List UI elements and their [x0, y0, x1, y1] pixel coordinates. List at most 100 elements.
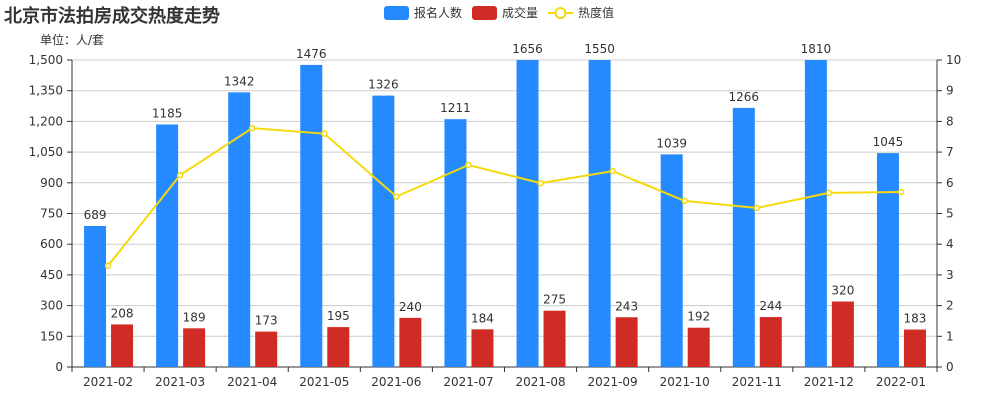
legend-item-heat[interactable]: 热度值 [548, 4, 614, 21]
legend-item-deals[interactable]: 成交量 [472, 4, 538, 21]
y-tick-label-right: 4 [946, 237, 954, 251]
y-tick-label-right: 6 [946, 176, 954, 190]
y-tick-label-right: 0 [946, 360, 954, 374]
heat-point [248, 124, 256, 132]
heat-point [465, 161, 472, 169]
y-tick-label-right: 9 [946, 84, 954, 98]
heat-point [393, 193, 400, 200]
bar-deals [471, 329, 494, 367]
data-label: 320 [831, 284, 854, 298]
y-tick-label-left: 450 [40, 268, 63, 282]
x-tick-label: 2021-07 [443, 375, 493, 389]
legend-label: 成交量 [502, 6, 539, 20]
x-tick-label: 2022-01 [876, 375, 926, 389]
y-tick-label-right: 3 [946, 268, 954, 282]
bar-signups [84, 225, 107, 367]
bar-signups [228, 92, 251, 367]
y-axis-unit-label: 单位：人/套 [40, 33, 105, 47]
data-label: 1045 [873, 135, 904, 149]
bar-signups [660, 154, 683, 367]
heat-point [681, 197, 688, 205]
data-label: 689 [84, 208, 107, 222]
heat-point [176, 171, 184, 179]
data-label: 184 [471, 311, 494, 325]
data-label: 244 [759, 299, 782, 313]
legend-label: 报名人数 [414, 6, 463, 20]
x-tick-label: 2021-03 [155, 375, 205, 389]
bar-signups [444, 119, 467, 367]
data-label: 1656 [512, 42, 543, 56]
bar-deals [255, 331, 278, 367]
data-label: 189 [183, 310, 206, 324]
data-label: 240 [399, 300, 422, 314]
data-label: 1185 [152, 106, 183, 120]
x-tick-label: 2021-06 [371, 375, 421, 389]
bar-deals [759, 317, 782, 367]
bar-deals [687, 327, 710, 367]
y-tick-label-left: 1,050 [29, 145, 63, 159]
heat-point [825, 189, 833, 197]
legend-swatch-red [472, 5, 498, 20]
bar-signups [300, 64, 323, 368]
legend-line-icon [548, 6, 574, 19]
x-tick-label: 2021-12 [804, 375, 854, 389]
bar-deals [903, 329, 926, 367]
data-label: 195 [327, 309, 350, 323]
y-tick-label-left: 600 [40, 237, 63, 251]
bar-signups [876, 153, 899, 367]
heat-point [321, 130, 328, 137]
data-label: 1266 [729, 90, 760, 104]
legend-label: 热度值 [578, 6, 615, 20]
x-tick-label: 2021-05 [299, 375, 349, 389]
y-tick-label-right: 7 [946, 145, 954, 159]
heat-line [107, 127, 901, 267]
heat-point [753, 204, 761, 212]
y-tick-label-left: 1,350 [29, 84, 63, 98]
chart-title: 北京市法拍房成交热度走势 [4, 6, 220, 27]
bar-deals [831, 301, 854, 367]
data-label: 275 [543, 293, 566, 307]
y-tick-label-left: 1,500 [29, 53, 63, 67]
heat-point [104, 262, 112, 269]
bar-deals [327, 327, 350, 367]
heat-point [897, 188, 905, 196]
legend: 报名人数 成交量 热度值 [384, 4, 624, 21]
y-tick-label-left: 900 [40, 176, 63, 190]
x-tick-label: 2021-02 [83, 375, 133, 389]
y-tick-label-right: 10 [946, 53, 961, 67]
heat-point [609, 167, 616, 175]
heat-point [537, 179, 544, 187]
y-tick-label-right: 1 [946, 329, 954, 343]
bar-deals [399, 317, 422, 367]
y-tick-label-left: 150 [40, 329, 63, 343]
bar-deals [183, 328, 206, 367]
bar-signups [732, 107, 755, 367]
data-label: 192 [687, 310, 710, 324]
x-tick-label: 2021-11 [732, 375, 782, 389]
x-tick-label: 2021-04 [227, 375, 277, 389]
data-label: 183 [904, 312, 927, 326]
y-tick-label-right: 2 [946, 299, 954, 313]
y-tick-label-left: 0 [55, 360, 63, 374]
x-tick-label: 2021-09 [588, 375, 638, 389]
data-label: 1342 [224, 74, 255, 88]
x-tick-label: 2021-10 [660, 375, 710, 389]
bar-signups [156, 124, 179, 367]
data-label: 1211 [440, 101, 471, 115]
data-label: 1039 [656, 136, 687, 150]
legend-swatch-blue [384, 5, 409, 20]
y-tick-label-left: 300 [40, 299, 63, 313]
y-tick-label-left: 1,200 [29, 114, 63, 128]
data-label: 208 [111, 306, 134, 320]
x-tick-label: 2021-08 [515, 375, 565, 389]
bar-signups [372, 95, 395, 367]
y-tick-label-left: 750 [40, 207, 63, 221]
bar-signups [516, 60, 539, 367]
data-label: 1550 [584, 42, 615, 56]
bar-signups [804, 60, 827, 367]
data-label: 1476 [296, 47, 327, 61]
data-label: 1326 [368, 78, 399, 92]
legend-item-signups[interactable]: 报名人数 [384, 4, 462, 21]
y-tick-label-right: 8 [946, 114, 954, 128]
bar-deals [543, 310, 566, 367]
